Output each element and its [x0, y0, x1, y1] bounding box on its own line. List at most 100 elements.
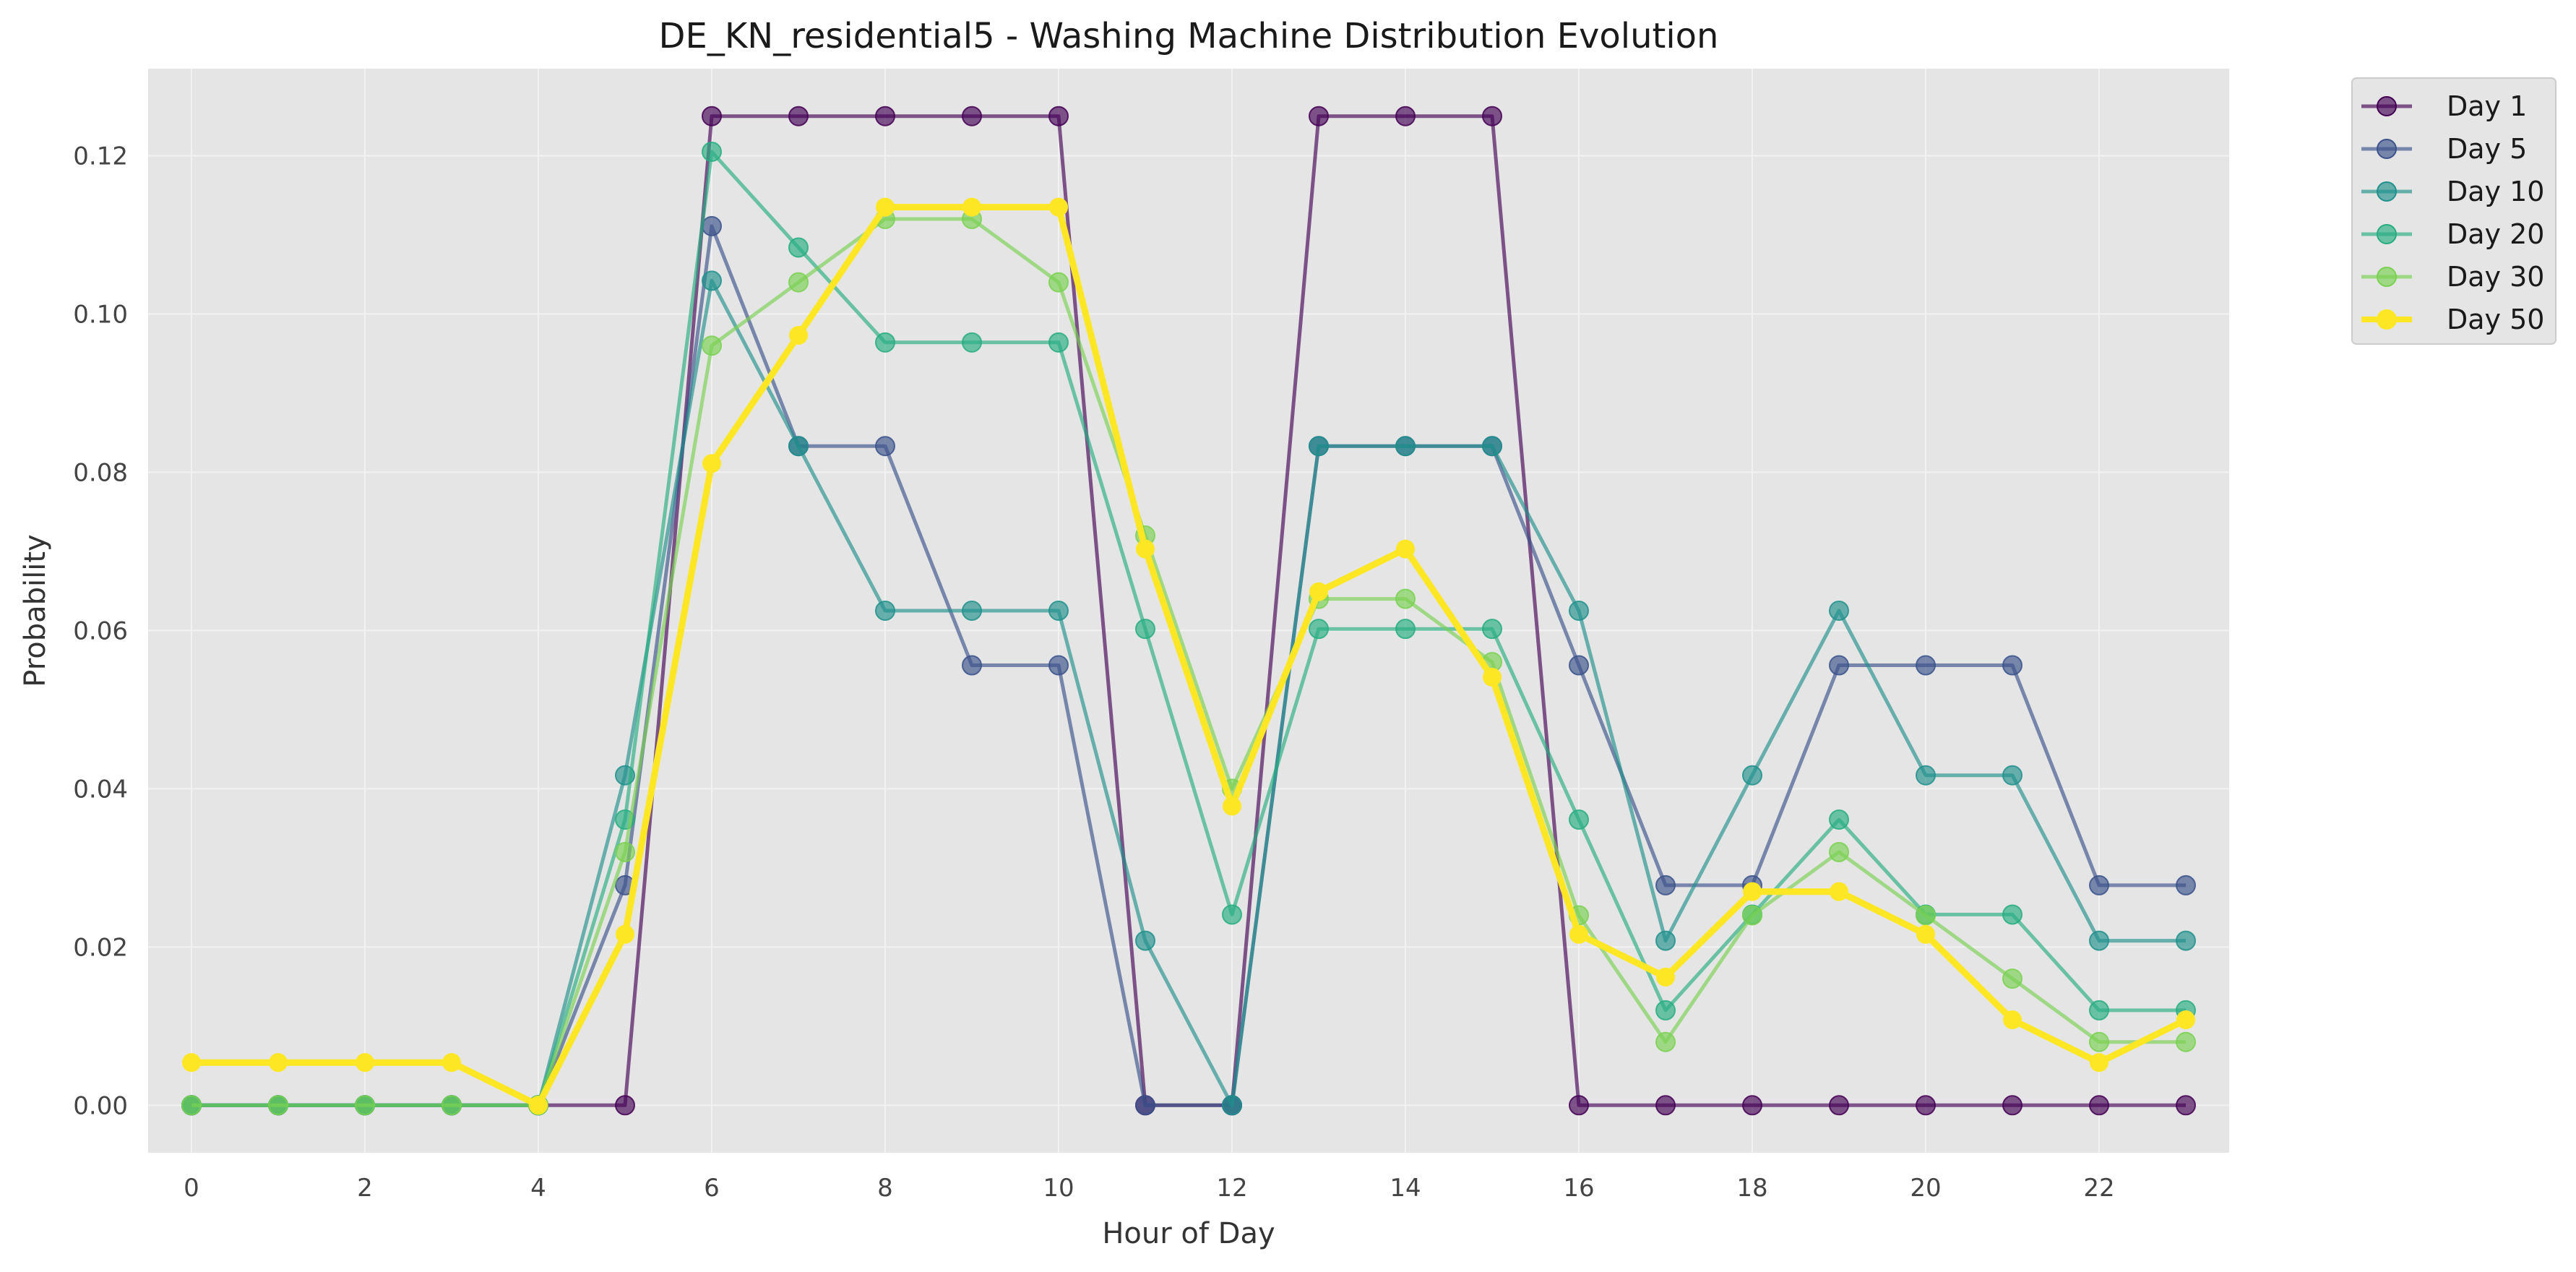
data-point-day-10 — [1135, 930, 1155, 951]
legend-item-day-20: Day 20 — [2361, 218, 2544, 250]
legend-label: Day 20 — [2447, 218, 2544, 250]
legend-label: Day 5 — [2447, 133, 2527, 165]
data-point-day-1 — [1742, 1095, 1762, 1116]
series-lines — [181, 106, 2196, 1116]
data-point-day-5 — [2002, 655, 2023, 676]
y-axis-ticks: 0.00 0.02 0.04 0.06 0.08 0.10 0.12 — [73, 142, 128, 1120]
data-point-day-10 — [1222, 1095, 1242, 1116]
x-tick-label: 20 — [1910, 1174, 1941, 1203]
data-point-day-50 — [1396, 539, 1415, 559]
data-point-day-30 — [1742, 905, 1762, 926]
data-point-day-1 — [962, 106, 982, 126]
data-point-day-1 — [2176, 1095, 2196, 1116]
x-tick-label: 2 — [357, 1174, 373, 1203]
data-point-day-20 — [1482, 619, 1502, 640]
legend-marker — [2377, 309, 2397, 330]
data-point-day-20 — [1135, 619, 1155, 640]
data-point-day-5 — [1916, 655, 1936, 676]
data-point-day-30 — [2176, 1031, 2196, 1052]
data-point-day-50 — [269, 1053, 288, 1073]
legend-item-day-10: Day 10 — [2361, 176, 2544, 207]
x-tick-label: 12 — [1216, 1174, 1247, 1203]
x-tick-label: 8 — [877, 1174, 893, 1203]
data-point-day-50 — [1309, 582, 1328, 601]
data-point-day-1 — [1569, 1095, 1589, 1116]
data-point-day-5 — [962, 655, 982, 676]
chart-title: DE_KN_residential5 - Washing Machine Dis… — [659, 16, 1719, 56]
y-tick-label: 0.06 — [73, 616, 128, 645]
x-axis-ticks: 0 2 4 6 8 10 12 14 16 18 20 22 — [184, 1174, 2114, 1203]
x-tick-label: 14 — [1390, 1174, 1421, 1203]
data-point-day-50 — [1049, 197, 1068, 217]
data-point-day-1 — [788, 106, 809, 126]
data-point-day-10 — [1655, 930, 1676, 951]
data-point-day-30 — [1395, 588, 1416, 609]
data-point-day-30 — [355, 1095, 375, 1116]
legend-item-day-50: Day 50 — [2361, 304, 2544, 335]
data-point-day-10 — [2176, 930, 2196, 951]
data-point-day-20 — [702, 141, 722, 162]
data-point-day-50 — [1743, 882, 1762, 901]
data-point-day-30 — [615, 841, 635, 862]
data-point-day-10 — [962, 601, 982, 621]
data-point-day-1 — [615, 1095, 635, 1116]
data-point-day-1 — [2089, 1095, 2109, 1116]
data-point-day-20 — [1309, 619, 1329, 640]
data-point-day-5 — [1135, 1095, 1155, 1116]
data-point-day-10 — [1309, 436, 1329, 457]
y-axis-label: Probability — [19, 534, 52, 687]
data-point-day-1 — [1829, 1095, 1849, 1116]
legend-marker — [2377, 267, 2397, 287]
data-point-day-5 — [2176, 874, 2196, 895]
y-tick-label: 0.08 — [73, 458, 128, 487]
legend-label: Day 50 — [2447, 304, 2544, 335]
data-point-day-1 — [1048, 106, 1069, 126]
data-point-day-30 — [268, 1095, 288, 1116]
data-point-day-50 — [2176, 1010, 2195, 1030]
x-tick-label: 10 — [1043, 1174, 1074, 1203]
data-point-day-30 — [1916, 905, 1936, 926]
data-point-day-50 — [356, 1053, 374, 1073]
legend-marker — [2377, 181, 2397, 202]
data-point-day-50 — [876, 197, 895, 217]
data-point-day-1 — [1482, 106, 1502, 126]
data-point-day-1 — [1916, 1095, 1936, 1116]
data-point-day-10 — [1395, 436, 1416, 457]
data-point-day-10 — [1829, 601, 1849, 621]
data-point-day-50 — [1223, 796, 1241, 816]
data-point-day-10 — [2089, 930, 2109, 951]
data-point-day-50 — [962, 197, 981, 217]
data-point-day-50 — [1569, 924, 1588, 944]
data-point-day-50 — [1483, 667, 1502, 687]
data-point-day-20 — [1395, 619, 1416, 640]
data-point-day-10 — [875, 601, 895, 621]
legend-label: Day 30 — [2447, 261, 2544, 293]
data-point-day-30 — [1829, 841, 1849, 862]
data-point-day-5 — [2089, 874, 2109, 895]
x-tick-label: 22 — [2083, 1174, 2114, 1203]
data-point-day-30 — [2002, 968, 2023, 989]
data-point-day-50 — [529, 1096, 548, 1115]
x-tick-label: 16 — [1563, 1174, 1594, 1203]
data-point-day-50 — [1136, 539, 1155, 559]
data-point-day-10 — [1048, 601, 1069, 621]
data-point-day-50 — [1830, 882, 1848, 901]
data-point-day-5 — [1829, 655, 1849, 676]
data-point-day-10 — [702, 270, 722, 291]
data-point-day-20 — [1829, 809, 1849, 830]
data-point-day-20 — [1222, 904, 1242, 925]
series-line-day-50 — [191, 204, 2187, 1109]
x-tick-label: 6 — [704, 1174, 720, 1203]
legend: Day 1 Day 5 Day 10 Day 20 Day 30 Day 50 — [2351, 77, 2556, 345]
data-point-day-1 — [702, 106, 722, 126]
data-point-day-5 — [1048, 655, 1069, 676]
data-point-day-50 — [1916, 924, 1935, 944]
data-point-day-30 — [788, 272, 809, 293]
data-point-day-20 — [1569, 809, 1589, 830]
data-point-day-20 — [962, 332, 982, 353]
data-point-day-50 — [702, 454, 721, 473]
data-point-day-30 — [1048, 272, 1069, 293]
data-point-day-5 — [1655, 874, 1676, 895]
data-point-day-50 — [2003, 1010, 2022, 1030]
